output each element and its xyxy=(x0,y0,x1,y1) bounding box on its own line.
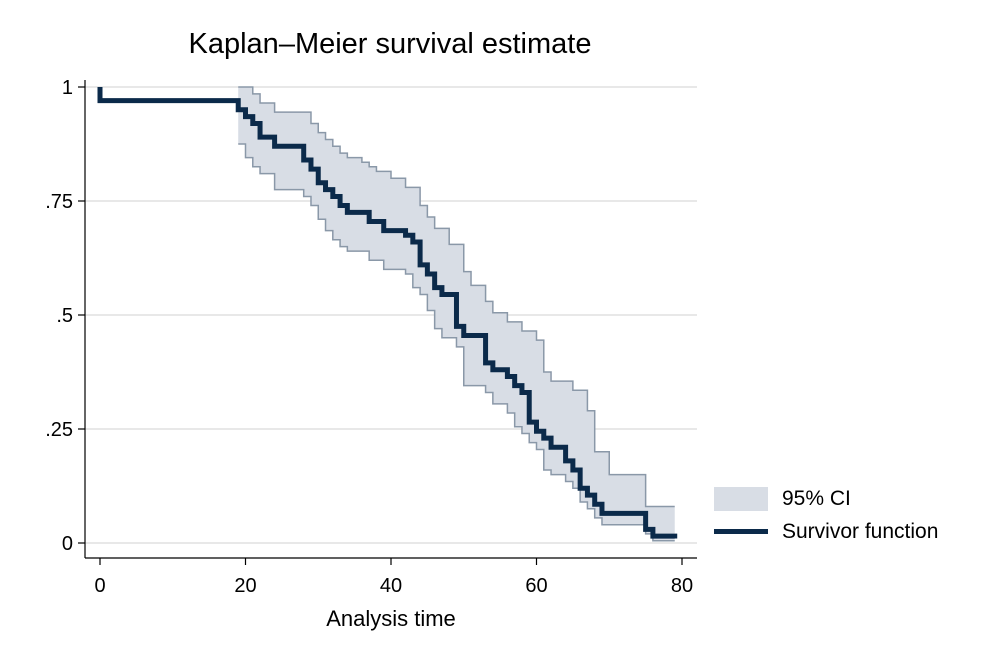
x-tick-label: 80 xyxy=(671,575,693,597)
x-axis-title: Analysis time xyxy=(326,606,456,631)
survivor-line-group xyxy=(97,87,678,539)
y-tick-label: .25 xyxy=(45,419,73,441)
legend-item-survivor: Survivor function xyxy=(714,515,938,548)
legend-label-ci: 95% CI xyxy=(782,486,851,510)
survivor-line xyxy=(97,87,678,539)
legend-item-ci: 95% CI xyxy=(714,482,938,515)
y-tick-label: 1 xyxy=(62,77,73,99)
ci-upper-bound xyxy=(238,86,675,508)
x-tick-label: 60 xyxy=(525,575,547,597)
legend-label-survivor: Survivor function xyxy=(782,519,939,543)
legend-swatch-survivor xyxy=(714,529,768,534)
y-tick-label: .75 xyxy=(45,191,73,213)
chart-title: Kaplan–Meier survival estimate xyxy=(188,28,592,60)
axes: 0 .25 .5 .75 1 0 20 40 60 80 xyxy=(45,77,697,597)
x-tick-label: 40 xyxy=(380,575,402,597)
x-tick-label: 0 xyxy=(94,575,105,597)
legend: 95% CI Survivor function xyxy=(714,482,938,548)
x-tick-label: 20 xyxy=(234,575,256,597)
ci-lower-bound xyxy=(238,143,675,542)
y-tick-label: 0 xyxy=(62,533,73,555)
legend-swatch-ci xyxy=(714,486,768,511)
y-tick-label: .5 xyxy=(56,305,73,327)
